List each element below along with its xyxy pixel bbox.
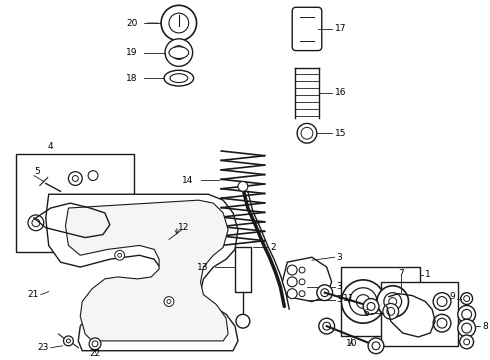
Circle shape — [356, 294, 370, 309]
Circle shape — [88, 171, 98, 180]
Circle shape — [287, 289, 297, 298]
Text: 3: 3 — [337, 253, 343, 262]
Text: 13: 13 — [197, 262, 208, 271]
Circle shape — [462, 323, 471, 333]
Text: 3: 3 — [337, 282, 343, 291]
Circle shape — [299, 267, 305, 273]
Ellipse shape — [170, 74, 188, 82]
Circle shape — [464, 296, 469, 302]
Circle shape — [383, 303, 399, 319]
Text: 2: 2 — [270, 243, 276, 252]
Circle shape — [460, 335, 473, 349]
Circle shape — [301, 127, 313, 139]
Text: 19: 19 — [126, 48, 137, 57]
Circle shape — [323, 322, 331, 330]
Circle shape — [167, 300, 171, 303]
Circle shape — [169, 13, 189, 33]
Circle shape — [67, 339, 71, 343]
Circle shape — [118, 253, 122, 257]
Circle shape — [437, 297, 447, 306]
Text: 14: 14 — [182, 176, 194, 185]
Text: 20: 20 — [126, 18, 137, 27]
Text: 8: 8 — [483, 321, 488, 330]
Circle shape — [164, 297, 174, 306]
Circle shape — [377, 286, 409, 317]
Circle shape — [462, 309, 471, 319]
Bar — [235, 247, 251, 292]
Circle shape — [161, 5, 196, 41]
Circle shape — [367, 302, 375, 310]
Text: 9: 9 — [449, 292, 455, 301]
Text: 6: 6 — [363, 309, 369, 318]
Text: 3: 3 — [337, 295, 343, 304]
Circle shape — [458, 306, 475, 323]
Circle shape — [342, 280, 385, 323]
Circle shape — [297, 123, 317, 143]
Circle shape — [299, 279, 305, 285]
Text: 4: 4 — [48, 141, 53, 150]
Ellipse shape — [164, 70, 194, 86]
Circle shape — [89, 338, 101, 350]
Circle shape — [437, 318, 447, 328]
Circle shape — [363, 298, 379, 314]
Circle shape — [319, 318, 335, 334]
Circle shape — [32, 219, 40, 227]
Circle shape — [321, 289, 329, 297]
Circle shape — [349, 288, 377, 315]
Circle shape — [28, 215, 44, 231]
Bar — [16, 154, 134, 252]
Text: 21: 21 — [27, 290, 39, 299]
Circle shape — [115, 250, 124, 260]
Text: 15: 15 — [335, 129, 346, 138]
Bar — [381, 282, 458, 346]
Circle shape — [384, 293, 402, 310]
Circle shape — [433, 293, 451, 310]
Circle shape — [317, 285, 333, 301]
Polygon shape — [66, 200, 228, 341]
Circle shape — [389, 298, 397, 306]
Circle shape — [387, 307, 395, 315]
Circle shape — [64, 336, 74, 346]
Circle shape — [165, 39, 193, 66]
Circle shape — [69, 172, 82, 185]
Circle shape — [172, 46, 186, 59]
Text: 10: 10 — [345, 339, 357, 348]
FancyBboxPatch shape — [292, 7, 322, 51]
Circle shape — [73, 176, 78, 181]
Text: 1: 1 — [425, 270, 431, 279]
Text: 16: 16 — [335, 89, 346, 98]
Text: 5: 5 — [34, 167, 40, 176]
Circle shape — [433, 314, 451, 332]
Circle shape — [92, 341, 98, 347]
Circle shape — [299, 291, 305, 297]
Circle shape — [368, 338, 384, 354]
Ellipse shape — [169, 47, 189, 58]
Polygon shape — [282, 257, 332, 302]
Circle shape — [464, 339, 469, 345]
Circle shape — [236, 314, 250, 328]
Text: 22: 22 — [89, 349, 100, 358]
Circle shape — [238, 181, 248, 191]
Text: 17: 17 — [335, 24, 346, 33]
Circle shape — [287, 265, 297, 275]
Polygon shape — [46, 194, 238, 351]
Text: 12: 12 — [178, 223, 190, 232]
Text: 11: 11 — [343, 294, 354, 303]
Circle shape — [372, 342, 380, 350]
Text: 23: 23 — [37, 343, 49, 352]
Circle shape — [461, 293, 472, 305]
Bar — [342, 267, 420, 336]
Circle shape — [458, 319, 475, 337]
Text: 7: 7 — [398, 270, 403, 279]
Circle shape — [287, 277, 297, 287]
Text: 18: 18 — [126, 74, 137, 83]
